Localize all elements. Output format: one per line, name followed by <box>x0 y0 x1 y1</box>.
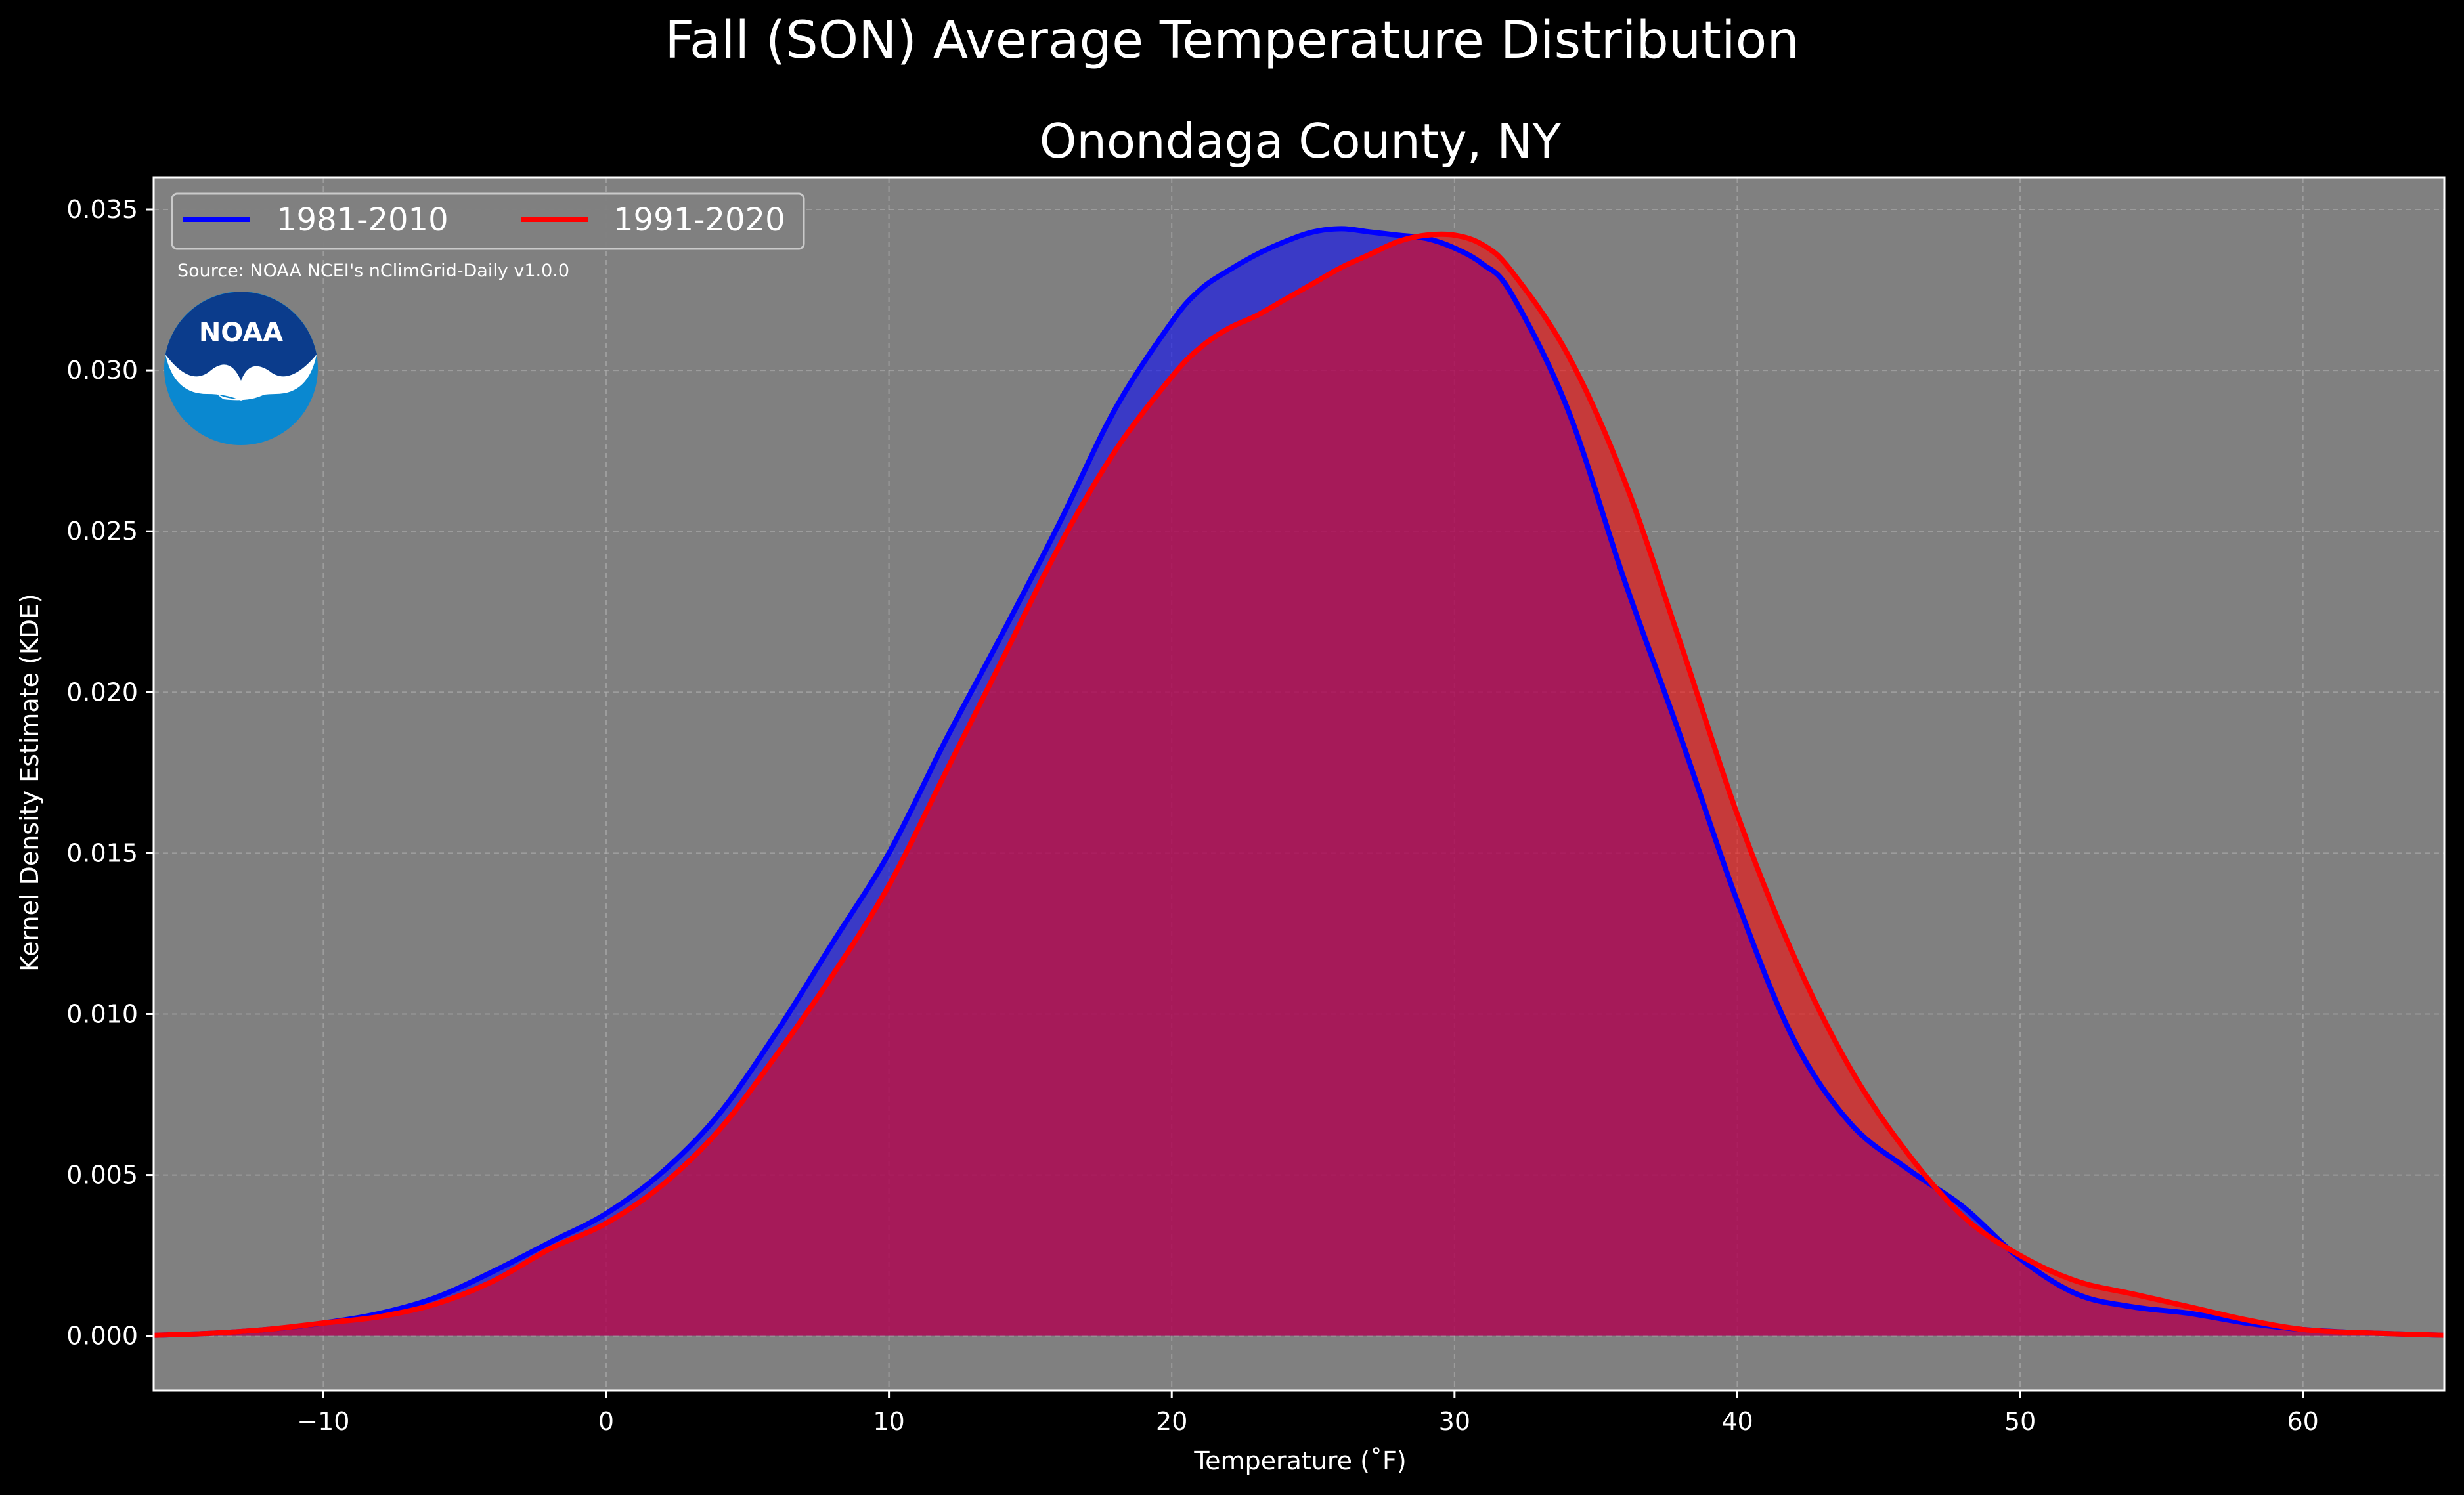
chart-title: Fall (SON) Average Temperature Distribut… <box>665 11 1799 70</box>
svg-text:NOAA: NOAA <box>199 318 283 348</box>
y-tick-label: 0.010 <box>66 999 138 1028</box>
line-1981-2010 <box>153 226 2445 1338</box>
area-1991-2020 <box>154 234 2444 1336</box>
x-tick-label: 60 <box>2287 1407 2319 1436</box>
y-tick-label: 0.025 <box>66 517 138 546</box>
y-tick-label: 0.035 <box>66 195 138 224</box>
noaa-logo: NOAA <box>164 292 318 445</box>
y-tick-label: 0.030 <box>66 356 138 385</box>
y-tick-label: 0.020 <box>66 678 138 706</box>
x-tick-label: 40 <box>1721 1407 1753 1436</box>
legend-box <box>171 192 805 250</box>
x-axis-ticks: −10 0 10 20 30 40 50 60 <box>297 1391 2319 1436</box>
chart-subtitle: Onondaga County, NY <box>1040 114 1562 169</box>
y-tick-label: 0.000 <box>66 1322 138 1351</box>
legend: 1981-2010 1991-2020 <box>171 192 805 250</box>
legend-label-1991-2020: 1991-2020 <box>613 202 785 238</box>
x-tick-label: 30 <box>1439 1407 1470 1436</box>
series-lines <box>153 226 2445 1338</box>
x-tick-label: −10 <box>297 1407 349 1436</box>
x-tick-label: 0 <box>598 1407 614 1436</box>
y-axis-label: Kernel Density Estimate (KDE) <box>15 594 44 972</box>
y-tick-label: 0.015 <box>66 838 138 867</box>
x-tick-label: 20 <box>1156 1407 1187 1436</box>
line-1991-2020 <box>153 231 2445 1338</box>
series-areas <box>154 228 2444 1336</box>
x-tick-label: 10 <box>873 1407 904 1436</box>
source-annotation: Source: NOAA NCEI's nClimGrid-Daily v1.0… <box>177 261 569 281</box>
y-axis-ticks: 0.000 0.005 0.010 0.015 0.020 0.025 0.030 0.035 <box>66 195 154 1351</box>
legend-label-1981-2010: 1981-2010 <box>276 202 449 238</box>
y-tick-label: 0.005 <box>66 1161 138 1190</box>
x-tick-label: 50 <box>2004 1407 2036 1436</box>
plot-frame <box>152 176 2446 1392</box>
x-axis-label: Temperature (˚F) <box>1193 1446 1406 1475</box>
